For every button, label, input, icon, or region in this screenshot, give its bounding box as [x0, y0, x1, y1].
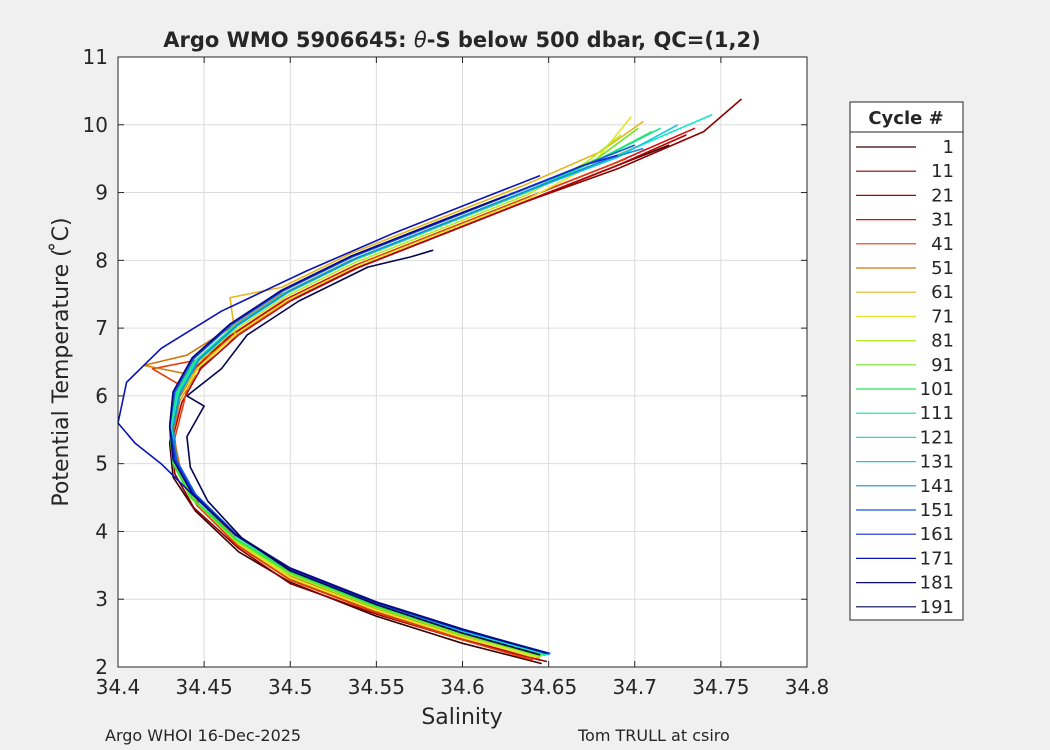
- legend-title: Cycle #: [868, 108, 943, 129]
- x-tick-label: 34.45: [175, 675, 232, 699]
- y-tick-label: 4: [95, 519, 108, 543]
- y-tick-label: 7: [95, 316, 108, 340]
- legend-label: 61: [931, 282, 954, 303]
- y-tick-label: 3: [95, 587, 108, 611]
- title-part-a: Argo WMO 5906645:: [163, 28, 414, 52]
- legend-label: 161: [920, 524, 954, 545]
- legend-label: 1: [943, 137, 954, 158]
- legend-items: 1112131415161718191101111121131141151161…: [856, 137, 954, 618]
- legend-label: 171: [920, 548, 954, 569]
- legend-label: 191: [920, 597, 954, 618]
- legend-label: 31: [931, 210, 954, 231]
- footer-right: Tom TRULL at csiro: [577, 726, 730, 745]
- legend-label: 121: [920, 427, 954, 448]
- x-tick-label: 34.5: [268, 675, 313, 699]
- series-line-19: [168, 195, 546, 654]
- legend-label: 81: [931, 331, 954, 352]
- legend-label: 11: [931, 161, 954, 182]
- x-axis-label: Salinity: [421, 705, 502, 730]
- legend-label: 131: [920, 452, 954, 473]
- y-axis-label: Potential Temperature ( ̊C): [49, 217, 74, 506]
- legend-label: 101: [920, 379, 954, 400]
- y-tick-label: 11: [83, 45, 108, 69]
- x-tick-label: 34.55: [348, 675, 405, 699]
- legend-label: 141: [920, 476, 954, 497]
- footer-left: Argo WHOI 16-Dec-2025: [105, 726, 301, 745]
- x-tick-label: 34.7: [612, 675, 657, 699]
- x-tick-label: 34.4: [96, 675, 141, 699]
- y-tick-label: 5: [95, 452, 108, 476]
- y-tick-label: 10: [83, 113, 108, 137]
- series-line-20: [186, 249, 541, 656]
- x-tick-label: 34.6: [440, 675, 485, 699]
- y-tick-label: 2: [95, 655, 108, 679]
- x-tick-label: 34.75: [692, 675, 749, 699]
- series-group: [117, 98, 743, 665]
- y-tick-label: 8: [95, 248, 108, 272]
- legend-label: 91: [931, 355, 954, 376]
- y-tick-label: 6: [95, 384, 108, 408]
- title-part-b: -S below 500 dbar, QC=(1,2): [427, 28, 761, 52]
- chart-title: Argo WMO 5906645: θ-S below 500 dbar, QC…: [163, 28, 760, 52]
- legend: Cycle # 11121314151617181911011111211311…: [849, 101, 964, 621]
- x-tick-label: 34.8: [785, 675, 830, 699]
- legend-label: 71: [931, 306, 954, 327]
- title-theta: θ: [414, 28, 427, 52]
- legend-label: 111: [920, 403, 954, 424]
- series-line-5: [151, 157, 627, 661]
- y-tick-label: 9: [95, 181, 108, 205]
- legend-label: 41: [931, 234, 954, 255]
- legend-label: 151: [920, 500, 954, 521]
- axis-ticks: 34.4 34.45 34.5 34.55 34.6 34.65 34.7 34.75 34.8…: [83, 45, 830, 699]
- legend-label: 21: [931, 185, 954, 206]
- legend-label: 51: [931, 258, 954, 279]
- legend-label: 181: [920, 573, 954, 594]
- x-tick-label: 34.65: [520, 675, 577, 699]
